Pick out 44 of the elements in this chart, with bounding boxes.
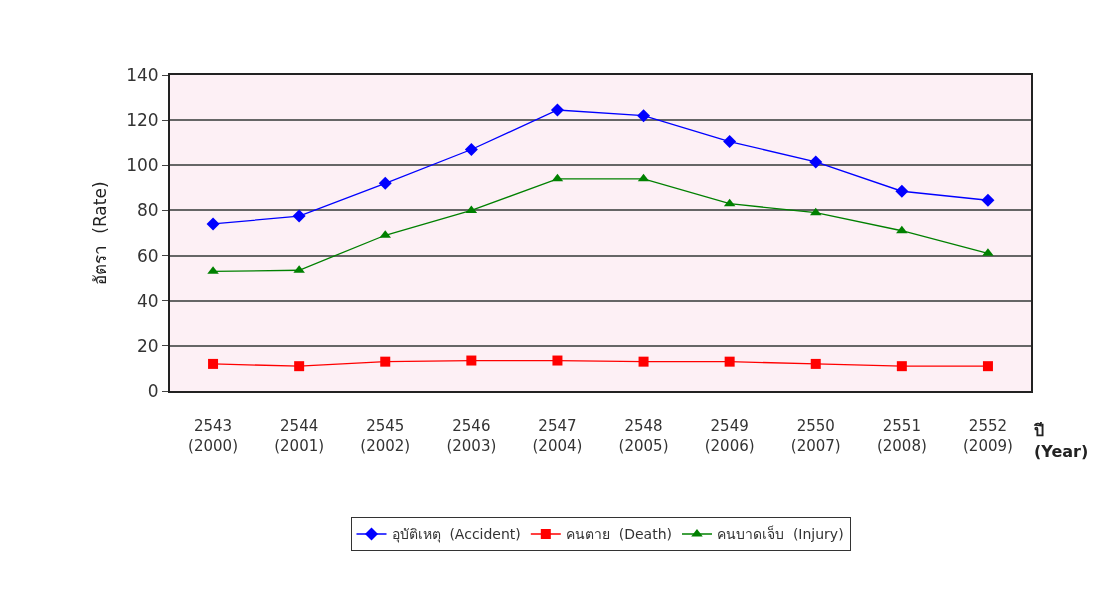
- point: [637, 109, 651, 123]
- point: [292, 209, 306, 223]
- x-tick-label: 2548 (2005): [618, 417, 669, 455]
- legend-label: คนตาย (Death): [565, 526, 672, 543]
- y-tick-label: 140: [126, 64, 159, 85]
- y-tick-label: 20: [136, 335, 159, 356]
- point: [208, 358, 219, 369]
- point: [723, 135, 737, 149]
- point: [810, 358, 821, 369]
- point: [896, 361, 907, 372]
- legend-label: คนบาดเจ็บ (Injury): [716, 525, 844, 543]
- point: [896, 225, 908, 234]
- point: [378, 176, 392, 190]
- y-tick-label: 100: [126, 155, 159, 176]
- point: [466, 355, 477, 366]
- y-tick-label: 0: [147, 380, 159, 401]
- point: [380, 356, 391, 367]
- point: [981, 193, 995, 207]
- point: [206, 217, 220, 231]
- x-tick-label: 2543 (2000): [188, 417, 238, 455]
- x-tick-label: 2546 (2003): [446, 417, 497, 455]
- point: [464, 142, 478, 156]
- point: [724, 356, 735, 367]
- y-axis-title: อัตรา (Rate): [90, 181, 111, 285]
- y-tick-label: 40: [136, 290, 159, 311]
- x-tick-label: 2550 (2007): [790, 417, 841, 455]
- point: [552, 355, 563, 366]
- point: [895, 184, 909, 198]
- x-tick-label: 2544 (2001): [274, 417, 325, 455]
- point: [809, 155, 823, 169]
- x-tick-label: 2545 (2002): [360, 417, 411, 455]
- x-tick-label: 2549 (2006): [704, 417, 755, 455]
- point: [550, 103, 564, 117]
- x-axis-title: ปี (Year): [1033, 421, 1089, 461]
- y-tick-label: 120: [126, 110, 159, 131]
- legend-label: อุบัติเหตุ (Accident): [391, 526, 521, 544]
- point: [638, 356, 649, 367]
- x-tick-label: 2552 (2009): [963, 417, 1013, 455]
- x-tick-label: 2551 (2008): [876, 417, 927, 455]
- point: [982, 361, 993, 372]
- y-tick-label: 80: [136, 200, 159, 221]
- x-tick-label: 2547 (2004): [532, 417, 583, 455]
- point: [294, 361, 305, 372]
- y-tick-label: 60: [136, 245, 159, 266]
